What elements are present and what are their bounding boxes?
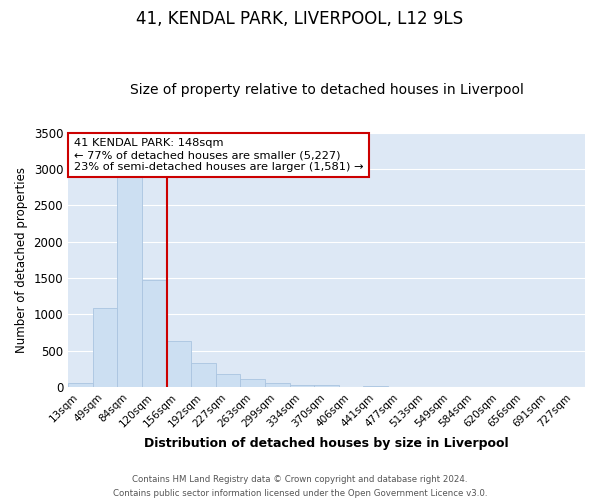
Bar (241, 380, 265, 387)
Bar (117, 176, 142, 387)
Y-axis label: Number of detached properties: Number of detached properties (15, 167, 28, 353)
Bar (191, 363, 216, 387)
Bar (92, 308, 117, 387)
Text: 41 KENDAL PARK: 148sqm
← 77% of detached houses are smaller (5,227)
23% of semi-: 41 KENDAL PARK: 148sqm ← 77% of detached… (74, 138, 363, 172)
Text: 41, KENDAL PARK, LIVERPOOL, L12 9LS: 41, KENDAL PARK, LIVERPOOL, L12 9LS (136, 10, 464, 28)
Bar (314, 385, 339, 387)
Bar (216, 374, 241, 387)
Bar (167, 341, 191, 387)
Bar (265, 382, 290, 387)
Bar (290, 386, 314, 387)
Text: Contains HM Land Registry data © Crown copyright and database right 2024.
Contai: Contains HM Land Registry data © Crown c… (113, 476, 487, 498)
Bar (364, 386, 388, 387)
Bar (68, 384, 92, 387)
Bar (142, 280, 167, 387)
X-axis label: Distribution of detached houses by size in Liverpool: Distribution of detached houses by size … (144, 437, 509, 450)
Title: Size of property relative to detached houses in Liverpool: Size of property relative to detached ho… (130, 83, 523, 97)
